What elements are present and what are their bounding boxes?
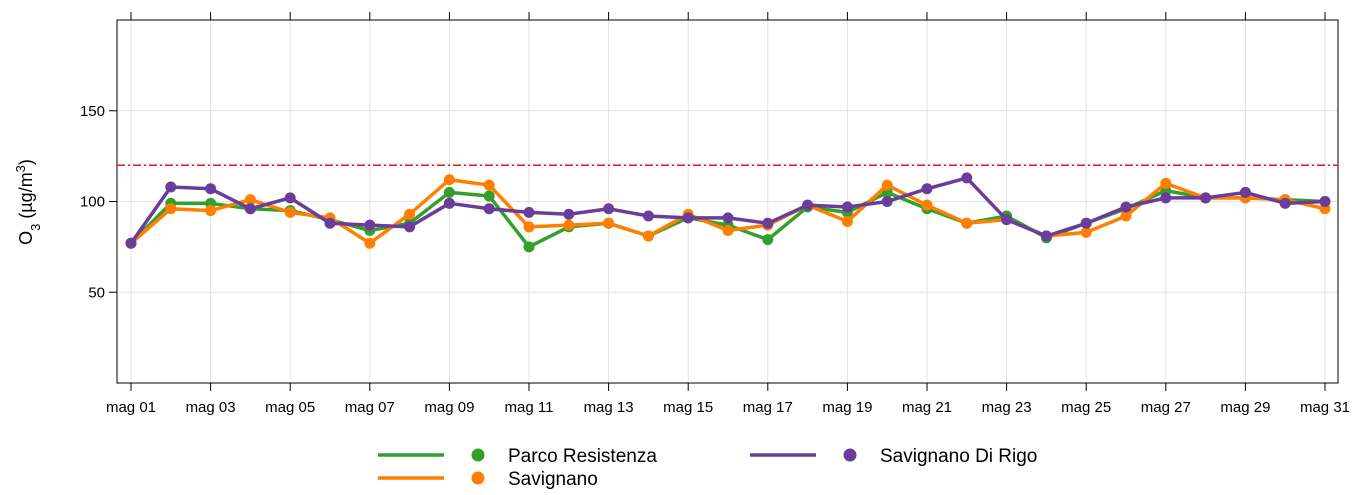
legend-label: Savignano Di Rigo [880,446,1037,467]
x-tick-label: mag 17 [743,399,793,416]
data-point [1200,192,1212,204]
data-point [563,208,575,220]
data-point [642,210,654,222]
data-point [1120,210,1132,222]
data-point [443,186,455,198]
legend-marker [843,448,857,462]
data-point [1319,196,1331,207]
data-point [125,237,137,249]
x-tick-label: mag 29 [1220,399,1270,416]
data-point [1239,186,1251,198]
data-point [443,174,455,186]
data-point [841,201,853,213]
data-point [1160,177,1172,189]
data-point [642,230,654,242]
data-point [722,225,734,237]
x-tick-label: mag 11 [505,399,554,416]
data-point [324,217,336,229]
data-point [921,183,933,195]
x-tick-label: mag 01 [106,399,156,416]
data-point [284,206,296,218]
x-tick-label: mag 03 [186,399,236,416]
data-point [961,172,973,184]
legend-label: Parco Resistenza [508,446,657,467]
data-point [244,194,256,206]
x-tick-label: mag 27 [1141,399,1191,416]
x-tick-label: mag 09 [424,399,474,416]
data-point [603,203,615,215]
x-tick-label: mag 19 [822,399,872,416]
data-point [523,221,535,233]
data-point [961,217,973,229]
y-label-part: 3 [13,165,28,172]
data-point [523,241,535,253]
y-tick-label: 100 [80,194,105,211]
y-axis-label: O3 (µg/m3) [13,159,43,245]
data-point [165,203,177,215]
data-point [1040,230,1052,242]
x-tick-label: mag 21 [902,399,952,416]
data-point [244,203,256,215]
x-tick-label: mag 13 [584,399,634,416]
x-tick-label: mag 05 [265,399,315,416]
data-point [881,196,893,207]
x-tick-label: mag 15 [663,399,713,416]
data-point [404,208,416,220]
data-point [1279,197,1291,209]
legend-label: Savignano [508,469,598,490]
data-point [682,212,694,224]
data-point [802,199,814,211]
y-label-part: 3 [28,224,43,231]
data-point [443,197,455,209]
y-label-part: ) [16,159,36,165]
data-point [364,219,376,231]
x-tick-label: mag 31 [1300,399,1350,416]
data-point [1001,214,1013,226]
data-point [921,199,933,211]
y-tick-label: 50 [88,284,105,301]
data-point [284,192,296,204]
y-tick-label: 150 [80,103,105,120]
data-point [404,221,416,233]
plot-frame [116,19,1339,384]
data-point [483,179,495,191]
data-point [1160,192,1172,204]
data-point [722,212,734,224]
x-tick-label: mag 23 [982,399,1032,416]
legend-marker [471,471,485,485]
x-tick-label: mag 25 [1061,399,1111,416]
legend-marker [471,448,485,462]
y-label-part: O [16,231,36,245]
data-point [483,190,495,202]
y-label-part: (µg/m [16,172,36,223]
data-point [483,203,495,215]
data-point [364,237,376,249]
x-tick-label: mag 07 [345,399,395,416]
data-point [205,205,217,217]
data-point [881,179,893,191]
data-point [762,217,774,229]
data-point [762,234,774,246]
data-point [1080,226,1092,238]
data-point [523,206,535,218]
data-point [205,183,217,195]
data-point [1080,217,1092,229]
data-point [841,215,853,227]
data-point [603,217,615,229]
data-point [563,219,575,231]
data-point [165,181,177,193]
data-point [1120,201,1132,213]
